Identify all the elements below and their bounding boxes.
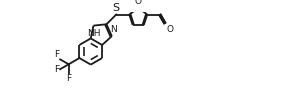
- Text: F: F: [54, 50, 59, 59]
- Text: F: F: [54, 65, 59, 74]
- Text: N: N: [110, 25, 117, 34]
- Text: S: S: [113, 3, 120, 13]
- Text: F: F: [66, 74, 71, 83]
- Text: O: O: [166, 25, 173, 34]
- Text: NH: NH: [88, 29, 101, 38]
- Text: O: O: [135, 0, 142, 6]
